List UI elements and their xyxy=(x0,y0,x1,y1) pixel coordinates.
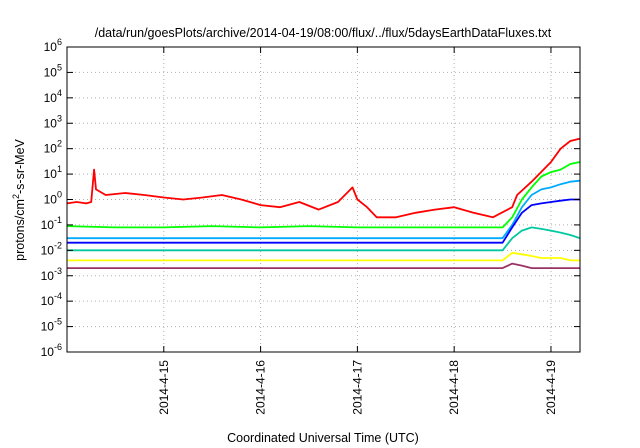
y-tick-label-sup: 6 xyxy=(57,37,62,47)
y-tick-label-sup: -6 xyxy=(54,342,62,352)
y-tick-label: 10-5 xyxy=(41,317,62,334)
y-tick-label-base: 10 xyxy=(41,243,55,257)
x-axis-label: Coordinated Universal Time (UTC) xyxy=(227,431,419,445)
x-tick-label: 2014-4-18 xyxy=(447,360,461,415)
series-line-4 xyxy=(67,226,581,252)
y-tick-label: 100 xyxy=(44,190,62,207)
y-tick-label-sup: -2 xyxy=(54,240,62,250)
y-tick-label-sup: 0 xyxy=(57,190,62,200)
x-tick-label: 2014-4-19 xyxy=(544,360,558,415)
y-axis-label: protons/cm2-s-sr-MeV xyxy=(11,138,27,260)
y-tick-label-base: 10 xyxy=(41,269,55,283)
y-tick-label-base: 10 xyxy=(44,142,58,156)
series-line-2 xyxy=(67,179,581,240)
y-tick-label-sup: -4 xyxy=(54,291,62,301)
y-axis-label-rest: -s-sr-MeV xyxy=(13,138,27,194)
series-line-1 xyxy=(66,161,581,229)
y-tick-label: 10-4 xyxy=(41,291,62,308)
chart-title: /data/run/goesPlots/archive/2014-04-19/0… xyxy=(95,26,552,40)
y-tick-label: 102 xyxy=(44,139,62,156)
y-tick-label-base: 10 xyxy=(44,65,58,79)
y-tick-label: 106 xyxy=(44,37,62,54)
y-tick-label: 105 xyxy=(44,62,62,79)
y-axis-label-sup: 2 xyxy=(11,194,21,199)
y-tick-label-sup: 4 xyxy=(57,88,62,98)
y-tick-label-base: 10 xyxy=(44,40,58,54)
series-line-3 xyxy=(67,198,580,244)
x-axis: 2014-4-15 2014-4-16 2014-4-17 2014-4-18 2014… xyxy=(157,47,558,415)
y-axis: 10-610-510-410-310-210-11001011021031041… xyxy=(41,37,580,359)
series-group xyxy=(66,137,581,270)
y-tick-label: 10-3 xyxy=(41,266,62,283)
y-axis-label-base: protons/cm xyxy=(13,199,27,261)
y-tick-label-sup: -1 xyxy=(54,215,62,225)
y-tick-label: 103 xyxy=(44,113,62,130)
y-tick-label-sup: 3 xyxy=(57,113,62,123)
y-tick-label-base: 10 xyxy=(41,218,55,232)
y-tick-label: 101 xyxy=(44,164,62,181)
x-tick-label: 2014-4-15 xyxy=(157,360,171,415)
y-tick-label-sup: 5 xyxy=(57,62,62,72)
grid-lines xyxy=(67,47,580,352)
y-tick-label-sup: 1 xyxy=(57,164,62,174)
y-tick-label-sup: -3 xyxy=(54,266,62,276)
y-tick-label-base: 10 xyxy=(44,91,58,105)
y-tick-label-base: 10 xyxy=(41,345,55,359)
y-tick-label: 10-1 xyxy=(41,215,62,232)
y-tick-label-base: 10 xyxy=(44,193,58,207)
y-tick-label-base: 10 xyxy=(41,294,55,308)
y-tick-label: 10-6 xyxy=(41,342,62,359)
x-tick-label: 2014-4-17 xyxy=(350,360,364,415)
y-tick-label-base: 10 xyxy=(41,320,55,334)
y-tick-label-base: 10 xyxy=(44,167,58,181)
series-line-0 xyxy=(66,137,581,219)
series-line-6 xyxy=(67,262,580,270)
y-tick-label-base: 10 xyxy=(44,116,58,130)
y-tick-label-sup: 2 xyxy=(57,139,62,149)
y-tick-label-sup: -5 xyxy=(54,317,62,327)
series-line-5 xyxy=(67,251,580,262)
y-tick-label: 104 xyxy=(44,88,62,105)
x-tick-label: 2014-4-16 xyxy=(254,360,268,415)
y-tick-label: 10-2 xyxy=(41,240,62,257)
